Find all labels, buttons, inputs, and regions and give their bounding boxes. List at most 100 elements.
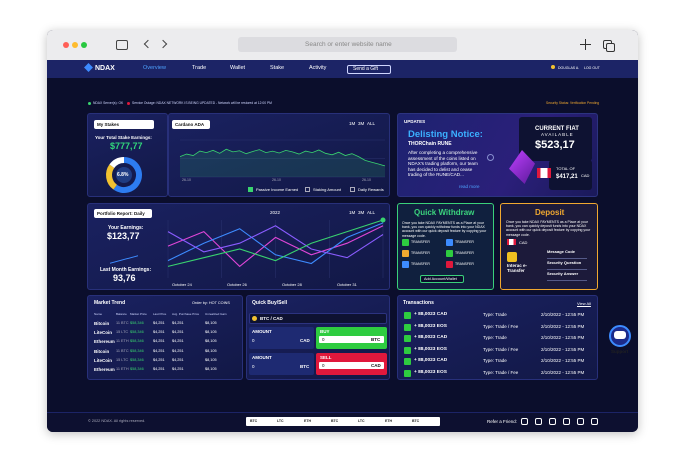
tx-date: 2/10/2022 - 12:55 PM: [541, 323, 585, 329]
total-card: [549, 160, 592, 190]
market-cell: 15 LTC: [116, 330, 129, 335]
portfolio-select[interactable]: [94, 209, 152, 218]
read-more[interactable]: read more: [459, 184, 480, 189]
sell-amount-box[interactable]: [249, 353, 314, 375]
market-cell[interactable]: Ethereum: [94, 367, 115, 372]
window-dot[interactable]: [81, 42, 87, 48]
deposit-field[interactable]: [547, 266, 587, 270]
market-cell[interactable]: Bitcoin: [94, 348, 110, 354]
buy-amount-box[interactable]: [249, 327, 314, 349]
action-value: 0: [322, 362, 325, 368]
total-amount: $417,21: [556, 174, 578, 180]
social-icon[interactable]: [577, 418, 584, 425]
social-icon[interactable]: [535, 418, 542, 425]
x-label: 26-10: [182, 178, 191, 182]
range-button[interactable]: 1M: [349, 121, 356, 126]
stakes-amount: $777,77: [110, 141, 143, 151]
donut-center: [116, 167, 132, 183]
bank-transfer[interactable]: TRANSFER: [455, 251, 474, 255]
bank-icon: [402, 261, 409, 268]
market-cell[interactable]: Ethereum: [94, 339, 115, 345]
window-dot[interactable]: [72, 42, 78, 48]
legend-swatch[interactable]: [248, 187, 253, 192]
tx-amount: + 88,0023 EOS: [414, 346, 447, 352]
nav-item[interactable]: Overview: [143, 65, 166, 71]
stake-chart: [179, 139, 386, 178]
ticker: [246, 417, 440, 426]
market-header: Last Price: [153, 312, 167, 316]
end-marker: [380, 217, 386, 223]
bank-icon: [446, 239, 453, 246]
amount-currency: BTC: [300, 364, 310, 369]
window-dot[interactable]: [63, 42, 69, 48]
range-button[interactable]: 1M: [349, 210, 356, 215]
tx-icon: [404, 346, 411, 354]
deposit-field[interactable]: [547, 277, 587, 281]
refer-label: Refer a Friend:: [487, 419, 518, 424]
nav-item[interactable]: Stake: [270, 65, 285, 71]
pair-select[interactable]: [249, 313, 387, 324]
next-button[interactable]: [487, 154, 494, 161]
range-button[interactable]: ALL: [367, 210, 376, 215]
legend-swatch[interactable]: [305, 187, 310, 192]
ticker-item: LTC: [358, 418, 365, 423]
stakes-select[interactable]: [94, 120, 154, 129]
deposit-field-label: Security Question: [547, 260, 582, 265]
total-currency: CAD: [581, 173, 590, 178]
market-order[interactable]: Order by: HOT COINS: [192, 301, 230, 305]
market-cell: $4,251: [153, 330, 165, 335]
x-label: October 26: [227, 282, 247, 287]
market-cell[interactable]: Bitcoin: [94, 321, 110, 326]
range-button[interactable]: 3M: [358, 210, 365, 215]
market-cell[interactable]: LiteCoin: [94, 330, 112, 336]
nav-item[interactable]: Trade: [192, 65, 207, 71]
action-currency: CAD: [371, 362, 381, 368]
market-cell: 11 BTC: [116, 348, 129, 353]
gift-button[interactable]: [347, 65, 391, 74]
nav-item[interactable]: Activity: [309, 65, 327, 71]
status-dot: [127, 102, 130, 105]
portfolio-period: 2022: [270, 210, 281, 215]
bank-transfer[interactable]: TRANSFER: [411, 262, 430, 266]
bank-transfer[interactable]: TRANSFER: [411, 240, 430, 244]
deposit-panel: [500, 203, 598, 290]
market-cell: $8,105: [205, 367, 217, 371]
market-cell: $58,346: [130, 330, 144, 335]
deposit-currency[interactable]: CAD: [519, 239, 528, 245]
social-icon[interactable]: [591, 418, 598, 425]
bank-transfer[interactable]: TRANSFER: [455, 240, 474, 244]
social-icon[interactable]: [549, 418, 556, 425]
quick-title: Quick Buy/Sell: [252, 300, 288, 306]
social-icon[interactable]: [521, 418, 528, 425]
donut: [106, 157, 142, 193]
market-cell[interactable]: LiteCoin: [94, 357, 112, 363]
tx-icon: [404, 323, 411, 331]
bank-transfer[interactable]: TRANSFER: [455, 262, 474, 266]
address-bar[interactable]: [238, 37, 457, 52]
social-icon[interactable]: [563, 418, 570, 425]
tx-amount: + 88,0023 CAD: [414, 335, 448, 340]
copyright: © 2022 NDAX. All rights reserved.: [88, 419, 146, 423]
market-cell: $8,105: [205, 339, 217, 344]
legend-swatch[interactable]: [350, 187, 355, 192]
range-button[interactable]: ALL: [367, 121, 376, 126]
view-all[interactable]: View All: [577, 301, 591, 306]
tx-amount: + 88,0023 CAD: [414, 312, 448, 317]
btc-icon: [252, 316, 257, 321]
coin-select[interactable]: [172, 120, 210, 129]
market-cell: $4,251: [172, 348, 184, 353]
range-button[interactable]: 3M: [358, 121, 365, 126]
tx-icon: [404, 335, 411, 342]
sidebar-icon[interactable]: [116, 40, 128, 50]
ticker-item: LTC: [277, 418, 284, 423]
action-label: BUY: [320, 329, 330, 334]
logout[interactable]: LOG OUT: [584, 66, 600, 70]
market-cell: $4,251: [153, 367, 165, 371]
add-account-button[interactable]: [420, 275, 464, 283]
bank-transfer[interactable]: TRANSFER: [411, 251, 430, 255]
total-label: TOTAL OF: [556, 166, 576, 171]
nav-item[interactable]: Wallet: [230, 65, 246, 71]
deposit-field[interactable]: [547, 255, 587, 259]
user-avatar: [551, 65, 555, 69]
market-cell: $58,346: [130, 348, 144, 353]
